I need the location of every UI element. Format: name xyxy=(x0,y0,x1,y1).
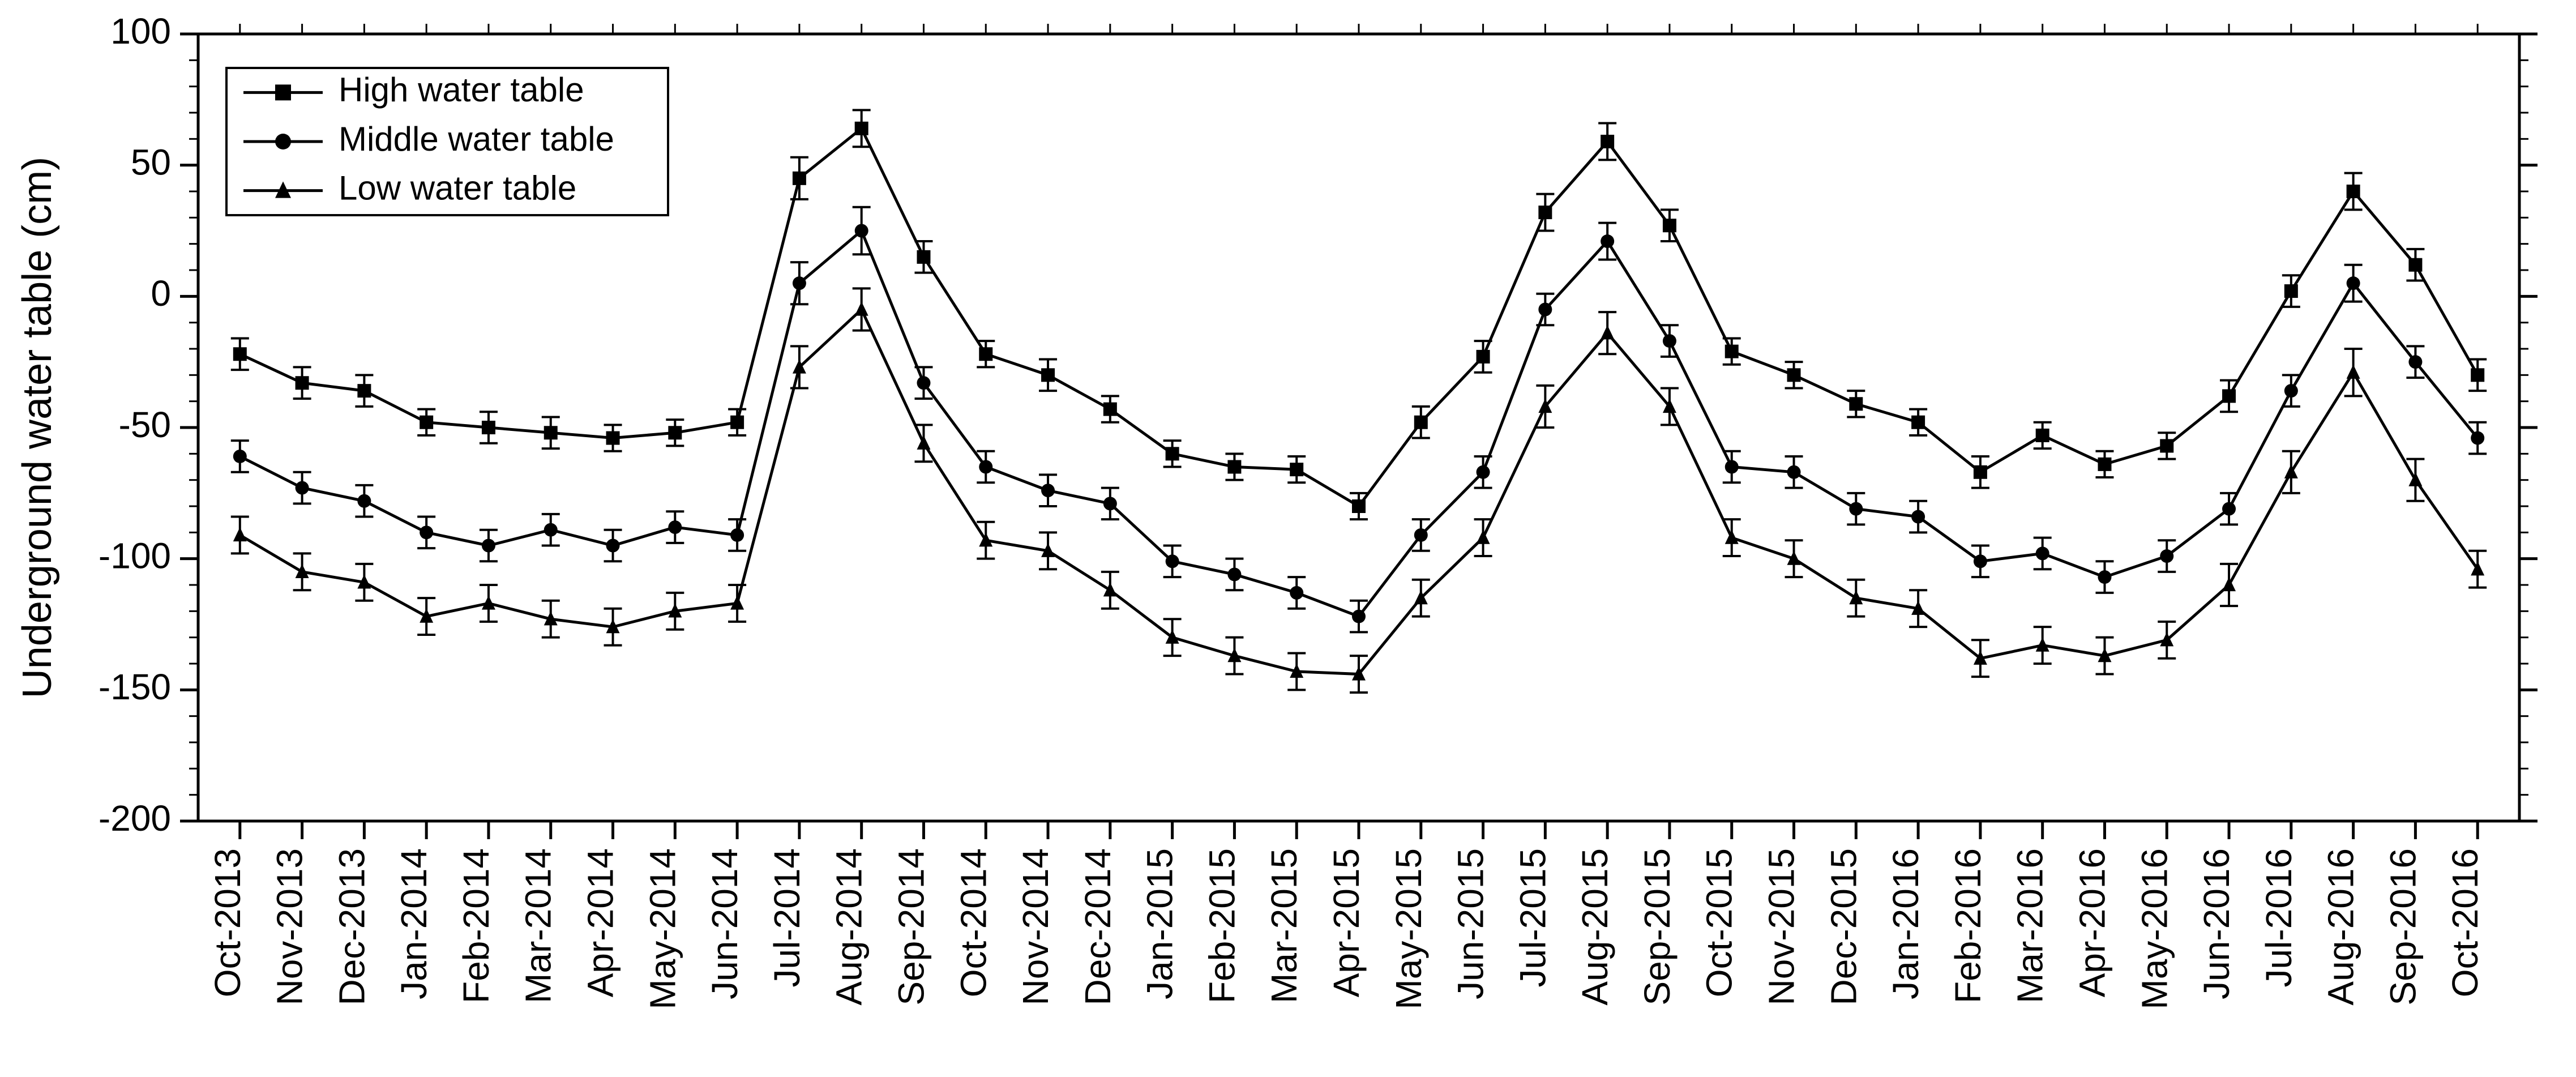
x-tick-label: Oct-2015 xyxy=(1699,848,1740,997)
svg-text:-50: -50 xyxy=(119,404,172,445)
x-tick-label: Jun-2016 xyxy=(2196,848,2237,999)
x-tick-label: Sep-2014 xyxy=(891,848,931,1006)
x-tick-label: Nov-2013 xyxy=(269,848,310,1006)
legend-label: Middle water table xyxy=(339,120,614,158)
x-tick-label: Sep-2015 xyxy=(1637,848,1678,1006)
x-tick-label: Jan-2014 xyxy=(393,848,434,999)
x-tick-label: Jun-2015 xyxy=(1450,848,1491,999)
x-tick-label: Feb-2016 xyxy=(1948,848,1988,1003)
water-table-chart: -200 -150 -100 -50 0 50 100 Oct-2013 Nov-2013 Dec… xyxy=(0,0,2576,1077)
chart-svg: -200 -150 -100 -50 0 50 100 Oct-2013 Nov-2013 Dec… xyxy=(0,0,2576,1077)
x-tick-label: Mar-2016 xyxy=(2010,848,2051,1003)
x-tick-label: Jan-2016 xyxy=(1885,848,1926,999)
x-tick-label: Apr-2016 xyxy=(2072,848,2112,997)
x-tick-label: Apr-2015 xyxy=(1326,848,1367,997)
x-tick-label: Aug-2014 xyxy=(829,848,870,1006)
svg-text:50: 50 xyxy=(131,142,171,183)
x-tick-label: Aug-2015 xyxy=(1574,848,1615,1006)
x-tick-label: Jul-2014 xyxy=(767,848,807,988)
legend: High water table Middle water table Low wa… xyxy=(226,68,668,215)
x-tick-label: Apr-2014 xyxy=(580,848,621,997)
x-tick-label: Mar-2014 xyxy=(518,848,559,1003)
x-tick-label: Feb-2014 xyxy=(456,848,497,1003)
x-tick-label: Sep-2016 xyxy=(2382,848,2423,1006)
svg-text:-150: -150 xyxy=(99,666,171,707)
svg-text:0: 0 xyxy=(151,273,171,314)
x-tick-label: Dec-2014 xyxy=(1077,848,1118,1006)
x-tick-label: Dec-2015 xyxy=(1823,848,1864,1006)
x-tick-label: Mar-2015 xyxy=(1264,848,1304,1003)
x-tick-label: Jul-2016 xyxy=(2258,848,2299,988)
x-tick-label: Oct-2013 xyxy=(207,848,248,997)
x-tick-label: Oct-2014 xyxy=(953,848,994,997)
x-tick-label: Nov-2015 xyxy=(1761,848,1802,1006)
legend-label: High water table xyxy=(339,71,584,109)
y-axis-label: Underground water table (cm) xyxy=(15,157,60,698)
x-tick-label: May-2014 xyxy=(642,848,683,1010)
legend-label: Low water table xyxy=(339,169,576,207)
x-tick-label: Jul-2015 xyxy=(1512,848,1553,988)
x-tick-label: May-2015 xyxy=(1388,848,1429,1010)
svg-text:-200: -200 xyxy=(99,798,171,839)
x-tick-label: Feb-2015 xyxy=(1201,848,1242,1003)
svg-text:-100: -100 xyxy=(99,536,171,576)
x-tick-label: Jun-2014 xyxy=(704,848,745,999)
x-tick-label: May-2016 xyxy=(2134,848,2175,1010)
svg-text:100: 100 xyxy=(110,11,171,52)
x-tick-label: Oct-2016 xyxy=(2445,848,2485,997)
x-tick-label: Aug-2016 xyxy=(2321,848,2361,1006)
x-tick-label: Jan-2015 xyxy=(1140,848,1180,999)
x-tick-label: Dec-2013 xyxy=(331,848,372,1006)
x-tick-label: Nov-2014 xyxy=(1015,848,1056,1006)
